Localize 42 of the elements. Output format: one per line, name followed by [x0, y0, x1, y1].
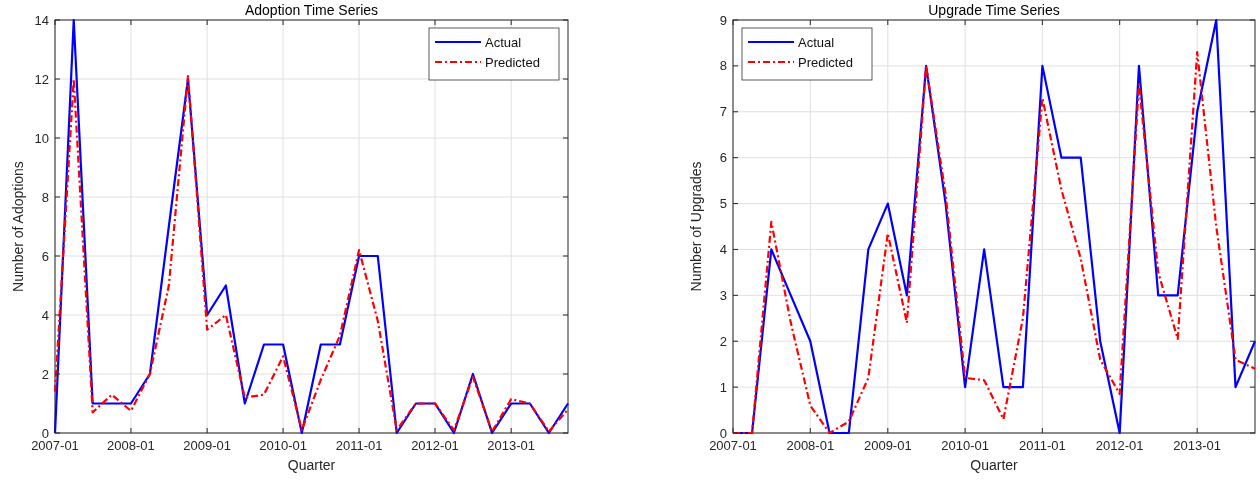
y-tick-label: 3: [719, 287, 727, 303]
x-axis-title: Quarter: [287, 457, 336, 473]
y-tick-label: 0: [41, 425, 49, 441]
x-tick-label: 2013-01: [487, 438, 536, 453]
y-axis-title: Number of Adoptions: [10, 161, 26, 292]
y-tick-label: 12: [34, 71, 49, 87]
x-tick-label: 2009-01: [183, 438, 231, 453]
y-axis-title: Number of Upgrades: [688, 161, 704, 292]
y-tick-label: 7: [719, 104, 727, 120]
legend-label: Actual: [798, 34, 835, 50]
y-tick-label: 2: [41, 366, 49, 382]
x-tick-label: 2008-01: [786, 438, 835, 453]
x-tick-label: 2007-01: [709, 438, 757, 453]
x-tick-label: 2013-01: [1173, 438, 1222, 453]
y-tick-label: 9: [719, 12, 727, 28]
x-tick-label: 2007-01: [31, 438, 79, 453]
x-tick-label: 2008-01: [107, 438, 155, 453]
x-tick-label: 2010-01: [941, 438, 989, 453]
x-axis-title: Quarter: [970, 457, 1019, 473]
chart-title: Adoption Time Series: [244, 2, 379, 18]
y-tick-label: 6: [719, 150, 727, 166]
y-tick-label: 1: [719, 379, 727, 395]
x-tick-label: 2009-01: [863, 438, 912, 453]
x-tick-label: 2011-01: [335, 438, 383, 453]
legend-label: Predicted: [798, 54, 853, 70]
y-tick-label: 8: [719, 58, 727, 74]
legend-label: Predicted: [485, 54, 540, 70]
y-tick-label: 4: [41, 307, 49, 323]
x-tick-label: 2010-01: [259, 438, 307, 453]
x-tick-label: 2012-01: [1095, 438, 1144, 453]
y-tick-label: 4: [719, 241, 727, 257]
legend-label: Actual: [485, 34, 522, 50]
x-tick-label: 2011-01: [1019, 438, 1066, 453]
y-tick-label: 6: [41, 248, 49, 264]
y-tick-label: 2: [719, 333, 727, 349]
y-tick-label: 10: [34, 130, 49, 146]
y-tick-label: 14: [34, 12, 49, 28]
y-tick-label: 5: [719, 196, 727, 212]
x-tick-label: 2012-01: [411, 438, 459, 453]
y-tick-label: 8: [41, 189, 49, 205]
y-tick-label: 0: [719, 425, 727, 441]
chart-title: Upgrade Time Series: [928, 2, 1060, 18]
